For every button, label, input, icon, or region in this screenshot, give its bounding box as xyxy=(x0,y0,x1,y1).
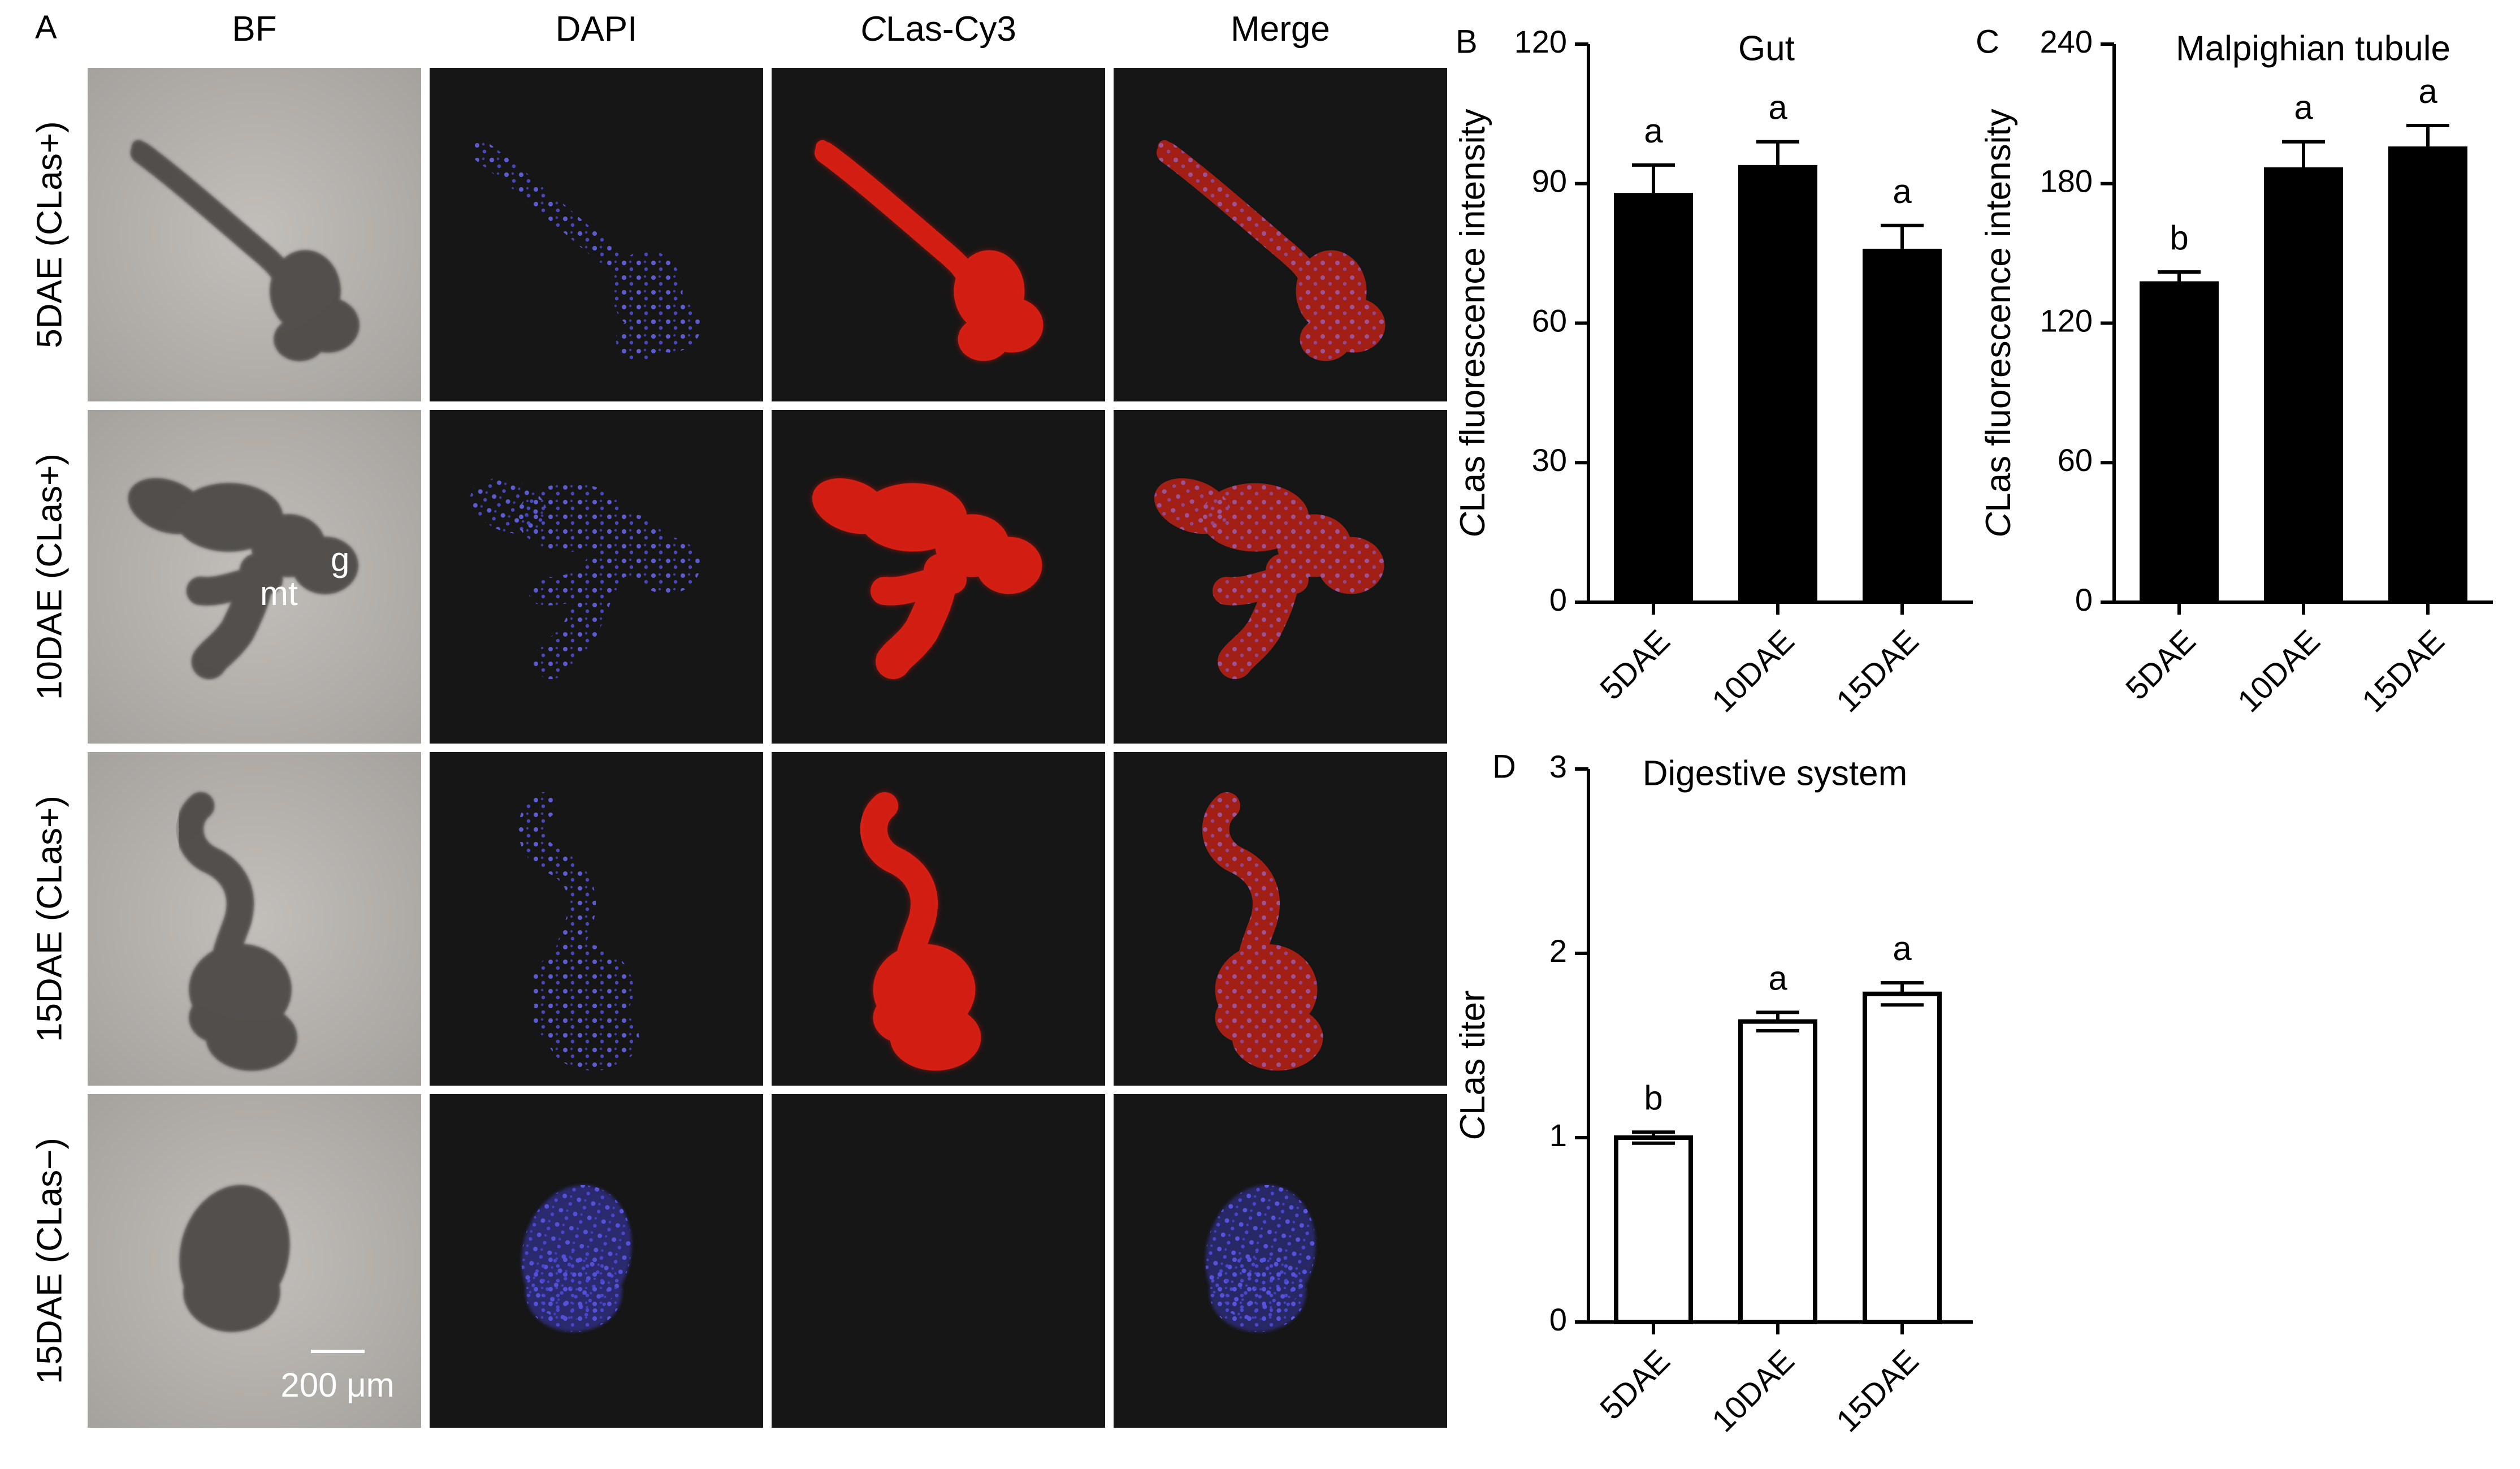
significance-label: a xyxy=(1893,172,1912,210)
significance-label: a xyxy=(1768,89,1787,127)
chart-title-d: Digestive system xyxy=(1643,754,1908,793)
x-tick-label: 15DAE xyxy=(2355,623,2451,719)
row-label-1: 5DAE (CLas+) xyxy=(30,121,69,348)
panel-label-b: B xyxy=(1456,23,1478,60)
row-label-4: 15DAE (CLas−) xyxy=(30,1138,69,1384)
y-tick-label: 180 xyxy=(2040,163,2093,199)
image-cell-dapi-row-4 xyxy=(430,1094,763,1428)
bar-10dae xyxy=(2264,167,2343,602)
y-tick-label: 1 xyxy=(1549,1117,1567,1153)
panel-label-c: C xyxy=(1976,23,1999,60)
x-tick-label: 5DAE xyxy=(2119,623,2202,706)
x-tick-label: 10DAE xyxy=(2231,623,2327,719)
x-tick-label: 5DAE xyxy=(1593,623,1677,706)
image-cell-bf-row-4 xyxy=(88,1094,421,1428)
y-tick-label: 60 xyxy=(1532,303,1567,338)
y-tick-label: 30 xyxy=(1532,442,1567,478)
bar-10dae xyxy=(1738,1019,1817,1324)
panel-label-d: D xyxy=(1492,748,1516,785)
chart-title-b: Gut xyxy=(1738,29,1795,68)
column-label-dapi: DAPI xyxy=(556,10,638,49)
panel-a-image-grid: A BF DAPI CLas-Cy3 Merge 5DAE (CLas+) 10DAE (C… xyxy=(30,9,1447,1428)
significance-label: a xyxy=(2294,89,2313,127)
image-cell-merge-row-4 xyxy=(1114,1094,1447,1428)
panel-label-a: A xyxy=(35,9,57,46)
y-tick-label: 120 xyxy=(2040,303,2093,338)
bar-5dae xyxy=(1614,1135,1693,1324)
bar-10dae xyxy=(1738,165,1817,603)
y-tick-label: 0 xyxy=(2075,582,2093,617)
image-cell-merge-row-2 xyxy=(1114,410,1447,744)
x-tick-label: 15DAE xyxy=(1829,623,1925,719)
x-tick-label: 15DAE xyxy=(1829,1342,1925,1438)
significance-label: a xyxy=(1644,112,1663,150)
y-tick-label: 120 xyxy=(1514,24,1567,59)
y-tick-label: 3 xyxy=(1549,749,1567,784)
image-cell-bf-row-2 xyxy=(88,410,421,744)
y-axis-label: CLas fluorescence intensity xyxy=(1979,109,2018,537)
bar-5dae xyxy=(2140,281,2219,603)
y-tick-label: 240 xyxy=(2040,24,2093,59)
significance-label: a xyxy=(2418,72,2437,110)
y-axis-label: CLas titer xyxy=(1453,990,1492,1140)
scale-bar-label: 200 μm xyxy=(280,1366,394,1404)
image-cell-dapi-row-2 xyxy=(430,410,763,744)
row-label-2: 10DAE (CLas+) xyxy=(30,453,69,700)
image-cell-clas-cy3-row-3 xyxy=(772,752,1105,1086)
image-cell-dapi-row-1 xyxy=(430,68,763,401)
annotation-mt: mt xyxy=(260,574,298,612)
image-cell-clas-cy3-row-4 xyxy=(772,1094,1105,1428)
significance-label: a xyxy=(1768,959,1787,997)
y-tick-label: 0 xyxy=(1549,582,1567,617)
significance-label: a xyxy=(1893,930,1912,967)
x-tick-label: 10DAE xyxy=(1705,1342,1801,1438)
chart-title-c: Malpighian tubule xyxy=(2176,29,2450,68)
chart-d: D Digestive system 0 1 2 3 CLas titer b 5DAE a 10D… xyxy=(1453,748,1973,1438)
x-tick-label: 5DAE xyxy=(1593,1342,1677,1426)
y-tick-label: 0 xyxy=(1549,1302,1567,1337)
image-cell-clas-cy3-row-1 xyxy=(772,68,1105,401)
image-cell-clas-cy3-row-2 xyxy=(772,410,1105,744)
significance-label: b xyxy=(2170,219,2188,257)
column-label-merge: Merge xyxy=(1231,10,1330,49)
bar-15dae xyxy=(1863,991,1942,1324)
y-tick-label: 90 xyxy=(1532,163,1567,199)
y-tick-label: 60 xyxy=(2058,442,2093,478)
image-cell-merge-row-1 xyxy=(1114,68,1447,401)
bar-15dae xyxy=(1863,248,1942,602)
image-cell-bf-row-1 xyxy=(88,68,421,401)
column-label-clas-cy3: CLas-Cy3 xyxy=(860,10,1016,49)
row-label-3: 15DAE (CLas+) xyxy=(30,796,69,1042)
annotation-g: g xyxy=(331,541,349,578)
y-tick-label: 2 xyxy=(1549,933,1567,969)
image-cell-dapi-row-3 xyxy=(430,752,763,1086)
image-cell-bf-row-3 xyxy=(88,752,421,1086)
chart-c: C Malpighian tubule 0 60 120 180 240 CLas fluor… xyxy=(1976,23,2493,719)
bar-15dae xyxy=(2388,146,2467,602)
bar-5dae xyxy=(1614,193,1693,602)
y-axis-label: CLas fluorescence intensity xyxy=(1453,109,1492,537)
x-tick-label: 10DAE xyxy=(1705,623,1801,719)
column-label-bf: BF xyxy=(232,10,276,49)
chart-b: B Gut 0 30 60 90 120 CLas fluorescence intensit… xyxy=(1453,23,1973,719)
image-cell-merge-row-3 xyxy=(1114,752,1447,1086)
significance-label: b xyxy=(1644,1079,1662,1117)
